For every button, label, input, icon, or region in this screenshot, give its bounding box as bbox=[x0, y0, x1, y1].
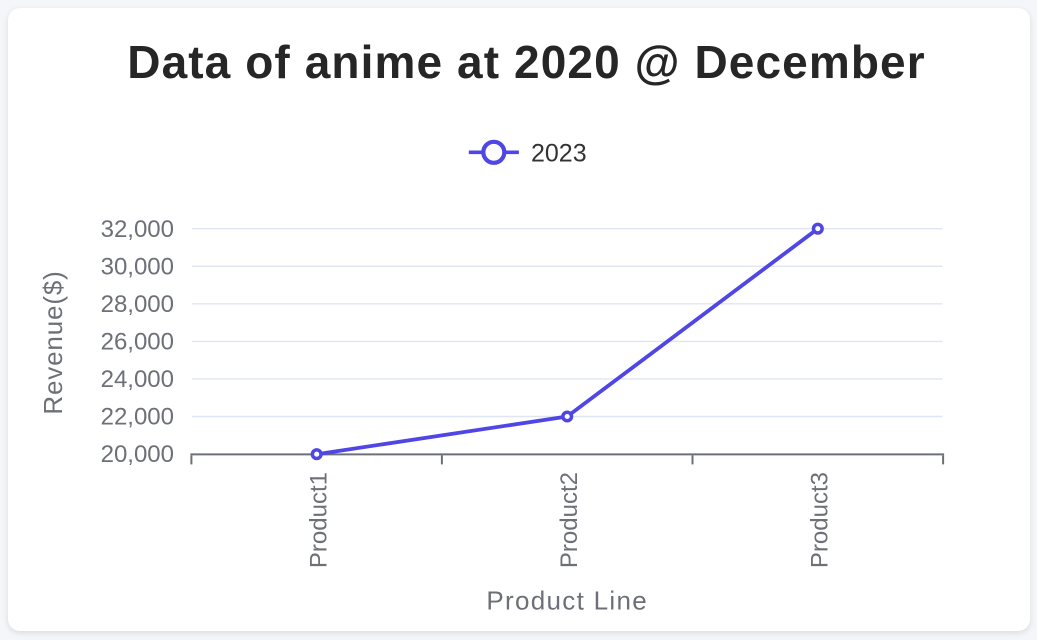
svg-text:22,000: 22,000 bbox=[101, 403, 174, 430]
svg-text:2023: 2023 bbox=[531, 139, 587, 167]
svg-text:20,000: 20,000 bbox=[101, 441, 174, 468]
svg-text:30,000: 30,000 bbox=[101, 253, 174, 280]
svg-text:32,000: 32,000 bbox=[101, 216, 174, 243]
svg-text:Data of anime at 2020 @ Decemb: Data of anime at 2020 @ December bbox=[127, 36, 926, 88]
svg-text:Product3: Product3 bbox=[807, 472, 834, 568]
svg-text:Product2: Product2 bbox=[556, 472, 583, 568]
svg-text:Product1: Product1 bbox=[305, 472, 332, 568]
svg-text:26,000: 26,000 bbox=[101, 328, 174, 355]
svg-text:28,000: 28,000 bbox=[101, 291, 174, 318]
svg-text:Revenue($): Revenue($) bbox=[38, 270, 68, 414]
svg-text:Product Line: Product Line bbox=[486, 586, 648, 616]
svg-text:24,000: 24,000 bbox=[101, 366, 174, 393]
